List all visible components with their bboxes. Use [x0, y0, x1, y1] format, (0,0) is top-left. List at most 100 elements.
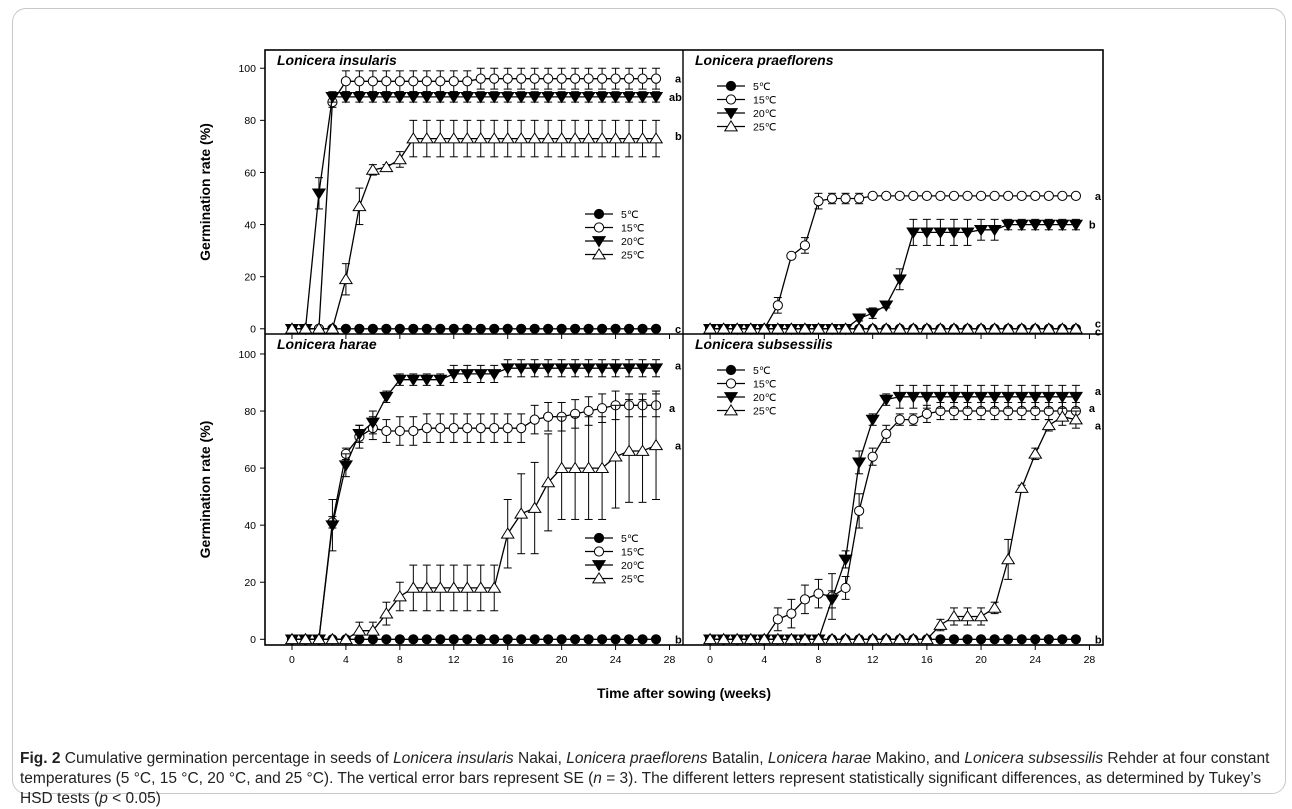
marker-open-circle [543, 411, 554, 422]
marker-open-circle [593, 222, 605, 233]
marker-filled-triangle [892, 391, 907, 404]
marker-open-triangle [406, 132, 421, 144]
marker-filled-triangle [514, 92, 529, 104]
marker-filled-circle [637, 323, 648, 334]
marker-filled-circle [1043, 634, 1054, 645]
marker-open-triangle [635, 444, 650, 456]
marker-filled-triangle [1055, 391, 1070, 404]
legend-label: 15℃ [621, 547, 645, 559]
marker-open-circle [583, 73, 594, 84]
significance-letter: b [1089, 220, 1096, 232]
marker-filled-triangle [325, 92, 340, 104]
y-tick-label: 0 [250, 324, 256, 336]
marker-open-triangle [581, 132, 596, 144]
marker-filled-circle [475, 323, 486, 334]
marker-filled-triangle [500, 363, 515, 375]
significance-letter: a [1095, 420, 1102, 432]
marker-filled-circle [596, 634, 608, 645]
series [286, 390, 662, 645]
marker-open-circle [435, 76, 446, 87]
x-tick-label: 4 [761, 654, 767, 666]
figure-frame [12, 8, 1286, 794]
x-tick-label: 20 [556, 654, 568, 666]
marker-open-circle [354, 76, 365, 87]
marker-filled-circle [556, 634, 567, 645]
marker-open-circle [975, 190, 987, 202]
marker-open-triangle [702, 632, 718, 645]
marker-open-triangle [1041, 322, 1056, 334]
x-tick-label: 4 [343, 654, 349, 666]
marker-open-circle [462, 423, 473, 434]
marker-filled-circle [935, 634, 946, 645]
y-tick-label: 80 [244, 406, 256, 418]
marker-filled-circle [725, 364, 737, 376]
marker-filled-triangle [892, 274, 907, 286]
marker-filled-circle [610, 634, 621, 645]
marker-open-triangle [338, 632, 354, 645]
marker-filled-triangle [527, 92, 542, 104]
marker-filled-triangle [973, 391, 989, 404]
marker-filled-triangle [460, 369, 475, 381]
marker-filled-circle [502, 323, 513, 334]
marker-open-triangle [973, 322, 989, 334]
marker-open-circle [593, 546, 605, 557]
marker-open-circle [596, 73, 608, 84]
marker-filled-circle [529, 634, 540, 645]
marker-open-triangle [1068, 413, 1084, 425]
marker-open-triangle [284, 322, 300, 334]
marker-open-circle [1070, 190, 1082, 202]
marker-open-circle [489, 73, 500, 84]
marker-open-triangle [594, 461, 610, 473]
marker-open-circle [989, 190, 1000, 202]
marker-open-circle [448, 76, 459, 87]
series [284, 390, 664, 645]
marker-filled-circle [650, 634, 662, 645]
marker-open-triangle [987, 322, 1002, 334]
marker-open-circle [1043, 190, 1054, 202]
legend-label: 20℃ [621, 560, 645, 572]
marker-open-triangle [784, 632, 799, 645]
marker-filled-triangle [500, 92, 515, 104]
marker-filled-triangle [419, 92, 434, 104]
marker-open-triangle [824, 632, 840, 645]
marker-open-triangle [311, 322, 327, 334]
x-tick-label: 28 [664, 654, 676, 666]
marker-open-triangle [487, 132, 502, 144]
marker-filled-circle [975, 634, 987, 645]
marker-open-triangle [1014, 481, 1029, 493]
panel-title: Lonicera subsessilis [695, 336, 833, 352]
x-tick-label: 0 [707, 654, 713, 666]
marker-open-triangle [284, 632, 300, 645]
marker-open-triangle [460, 132, 475, 144]
marker-open-circle [772, 614, 783, 625]
marker-open-triangle [392, 589, 407, 602]
marker-filled-circle [502, 634, 513, 645]
marker-open-triangle [716, 632, 731, 645]
marker-filled-triangle [865, 308, 880, 320]
marker-filled-triangle [379, 92, 394, 104]
marker-open-circle [556, 73, 567, 84]
chart-panel: Lonicera insularis 0 20 40 60 80 100 Germinatio… [197, 52, 682, 339]
marker-filled-circle [1030, 634, 1041, 645]
marker-open-circle [1030, 190, 1041, 202]
marker-filled-triangle [1068, 219, 1084, 232]
marker-open-triangle [960, 609, 975, 622]
marker-filled-triangle [946, 227, 962, 239]
marker-filled-circle [448, 634, 459, 645]
marker-filled-circle [448, 323, 459, 334]
marker-open-triangle [446, 581, 461, 593]
significance-letter: a [669, 403, 676, 415]
series [284, 359, 664, 646]
marker-open-circle [894, 190, 905, 202]
marker-filled-circle [543, 634, 554, 645]
marker-open-triangle [487, 581, 502, 593]
marker-filled-triangle [1055, 219, 1070, 232]
caption-text: Nakai, [513, 750, 567, 767]
marker-open-circle [394, 425, 405, 437]
marker-open-triangle [852, 322, 867, 334]
marker-filled-circle [408, 323, 419, 334]
marker-open-circle [881, 428, 892, 439]
marker-filled-triangle [392, 92, 407, 104]
marker-filled-triangle [1014, 219, 1029, 232]
marker-open-circle [962, 190, 973, 202]
